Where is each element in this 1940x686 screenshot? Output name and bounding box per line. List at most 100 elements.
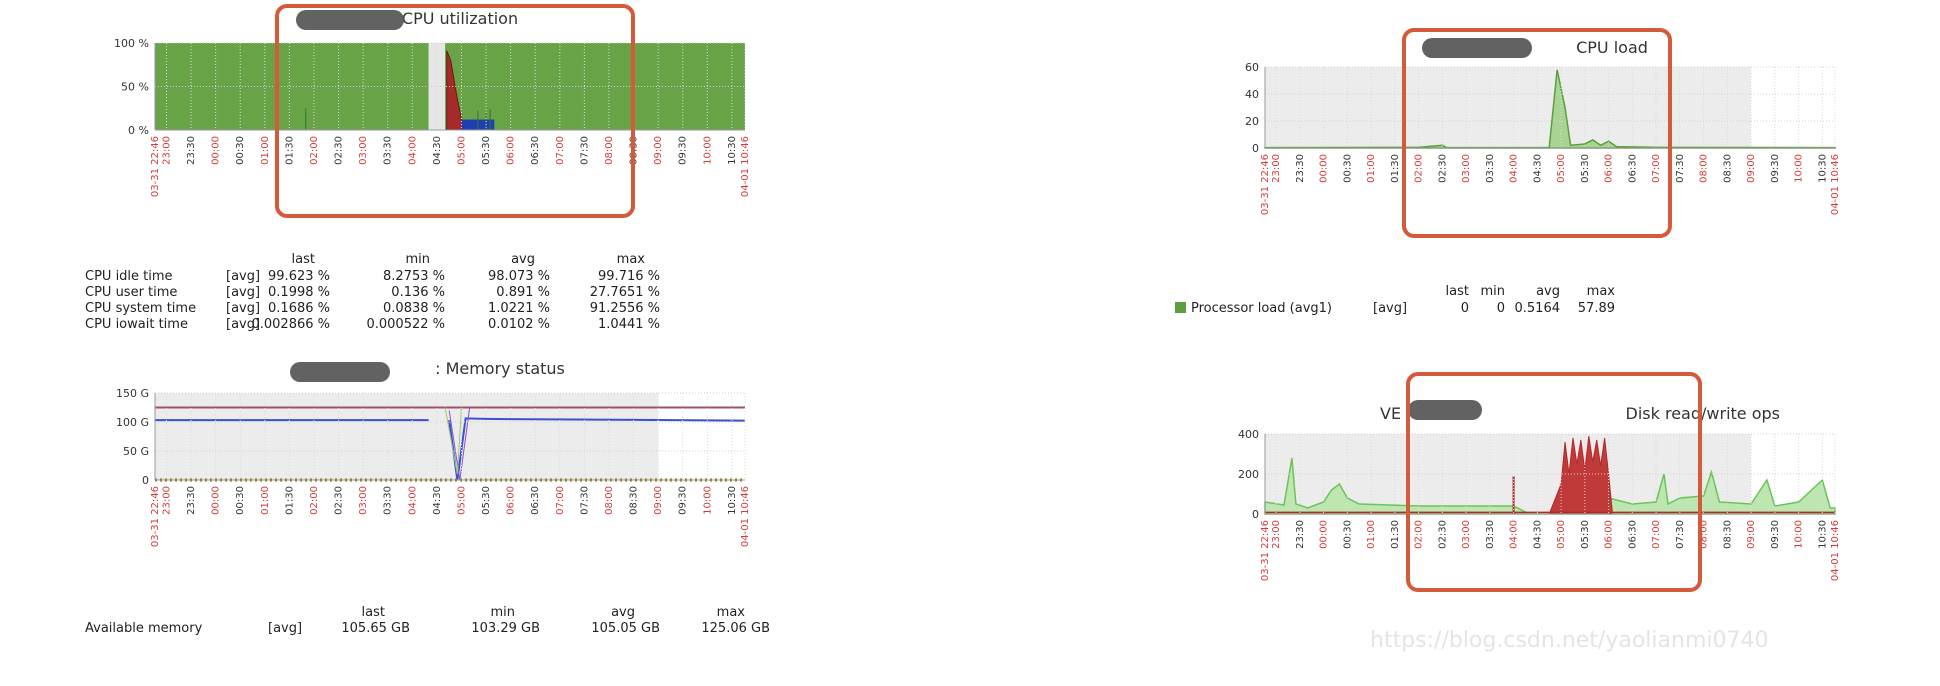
cpu-utilization-title: CPU utilization (402, 9, 518, 28)
stats-header: min (1480, 284, 1505, 299)
stats-row-value: 105.65 GB (341, 621, 410, 636)
x-tick-label: 07:00 (555, 486, 566, 515)
legend-value: 0 (1461, 301, 1469, 316)
disk-ops-title-prefix: VE (1380, 404, 1401, 423)
y-tick-label: 60 (1245, 61, 1259, 74)
legend-value: 0 (1497, 301, 1505, 316)
x-tick-label: 09:30 (678, 486, 689, 515)
stats-row-name: CPU user time (85, 285, 177, 300)
x-tick-label: 05:00 (1556, 154, 1567, 183)
stats-row-value: 0.0838 % (383, 301, 445, 316)
stats-row-func: [avg] (268, 621, 302, 636)
stats-row-value: 0.136 % (391, 285, 445, 300)
memory-status-graph: : Memory status 150 G 100 G 50 G 003-31 22:… (85, 359, 770, 636)
x-tick-label: 03:30 (1485, 154, 1496, 183)
disk-ops-graph: VE Disk read/write ops 400 200 003-31 22:4… (1238, 404, 1841, 581)
y-tick-label: 100 G (116, 416, 149, 429)
x-tick-label: 05:30 (481, 486, 492, 515)
stats-header: max (1587, 284, 1616, 299)
x-tick-label: 09:30 (1770, 154, 1781, 183)
stats-row-name: Available memory (85, 621, 203, 636)
stats-header: avg (511, 252, 535, 267)
x-tick-label: 05:30 (1580, 520, 1591, 549)
x-tick-label: 03:00 (358, 486, 369, 515)
memory-trace (444, 407, 462, 475)
stats-header: max (717, 605, 746, 620)
stats-header: last (292, 252, 315, 267)
y-tick-label: 20 (1245, 115, 1259, 128)
highlight-box (1406, 372, 1702, 592)
x-tick-label: 06:00 (1604, 520, 1615, 549)
x-tick-label: 09:00 (653, 136, 664, 165)
x-tick-label: 05:00 (456, 486, 467, 515)
x-tick-label: 04:00 (1509, 154, 1520, 183)
x-tick-label: 02:30 (1437, 520, 1448, 549)
x-tick-label: 03-31 22:46 (1260, 154, 1271, 215)
x-tick-label: 06:30 (1627, 154, 1638, 183)
x-tick-label: 02:30 (1437, 154, 1448, 183)
x-tick-label: 00:30 (235, 136, 246, 165)
x-tick-label: 03:00 (358, 136, 369, 165)
redaction-blob (1408, 400, 1482, 420)
x-tick-label: 10:00 (702, 486, 713, 515)
stats-row-func: [avg] (226, 317, 260, 332)
x-tick-label: 08:30 (1722, 520, 1733, 549)
y-tick-label: 0 (1252, 508, 1259, 521)
stats-row-value: 0.0102 % (488, 317, 550, 332)
stats-row-value: 0.1686 % (268, 301, 330, 316)
x-tick-label: 08:00 (1699, 154, 1710, 183)
stats-row-func: [avg] (226, 301, 260, 316)
x-tick-label: 07:00 (1651, 154, 1662, 183)
x-tick-label: 00:00 (1319, 154, 1330, 183)
x-tick-label: 01:30 (1390, 520, 1401, 549)
x-tick-label: 23:30 (1295, 520, 1306, 549)
x-tick-label: 04-01 10:46 (1830, 154, 1841, 215)
x-tick-label: 00:00 (211, 136, 222, 165)
x-tick-label: 06:00 (506, 486, 517, 515)
x-tick-label: 02:30 (334, 136, 345, 165)
x-tick-label: 09:00 (1746, 520, 1757, 549)
x-tick-label: 10:00 (1794, 154, 1805, 183)
x-tick-label: 04:00 (1509, 520, 1520, 549)
x-tick-label: 23:00 (161, 136, 172, 165)
stats-row-value: 0.1998 % (268, 285, 330, 300)
x-tick-label: 02:00 (309, 136, 320, 165)
legend-func: [avg] (1373, 301, 1407, 316)
x-tick-label: 09:00 (1746, 154, 1757, 183)
stats-row-value: 99.716 % (598, 269, 660, 284)
x-tick-label: 03:30 (1485, 520, 1496, 549)
x-tick-label: 07:30 (1675, 520, 1686, 549)
x-tick-label: 23:00 (161, 486, 172, 515)
write-ops-area (1548, 435, 1614, 515)
stats-row-name: CPU iowait time (85, 317, 188, 332)
x-tick-label: 05:00 (1556, 520, 1567, 549)
x-tick-label: 03-31 22:46 (150, 136, 161, 197)
stats-header: last (362, 605, 385, 620)
x-tick-label: 05:30 (481, 136, 492, 165)
stats-header: avg (1536, 284, 1560, 299)
y-tick-label: 50 G (123, 445, 149, 458)
x-tick-label: 06:00 (1604, 154, 1615, 183)
x-tick-label: 03-31 22:46 (1260, 520, 1271, 581)
x-tick-label: 04-01 10:46 (1830, 520, 1841, 581)
stats-row-value: 0.000522 % (366, 317, 445, 332)
x-tick-label: 10:00 (702, 136, 713, 165)
plot-background (155, 393, 659, 480)
x-tick-label: 04-01 10:46 (740, 136, 751, 197)
x-tick-label: 10:30 (1817, 154, 1828, 183)
x-tick-label: 03-31 22:46 (150, 486, 161, 547)
x-tick-label: 09:30 (678, 136, 689, 165)
x-tick-label: 01:00 (260, 486, 271, 515)
x-tick-label: 04:30 (1532, 154, 1543, 183)
x-tick-label: 04:30 (432, 136, 443, 165)
x-tick-label: 05:30 (1580, 154, 1591, 183)
redaction-blob (296, 10, 404, 30)
redaction-blob (1422, 38, 1532, 58)
x-tick-label: 10:30 (1817, 520, 1828, 549)
x-tick-label: 23:00 (1271, 520, 1282, 549)
legend-value: 57.89 (1578, 301, 1615, 316)
x-tick-label: 10:30 (727, 486, 738, 515)
stats-header: min (405, 252, 430, 267)
x-tick-label: 23:30 (1295, 154, 1306, 183)
stats-header: min (490, 605, 515, 620)
